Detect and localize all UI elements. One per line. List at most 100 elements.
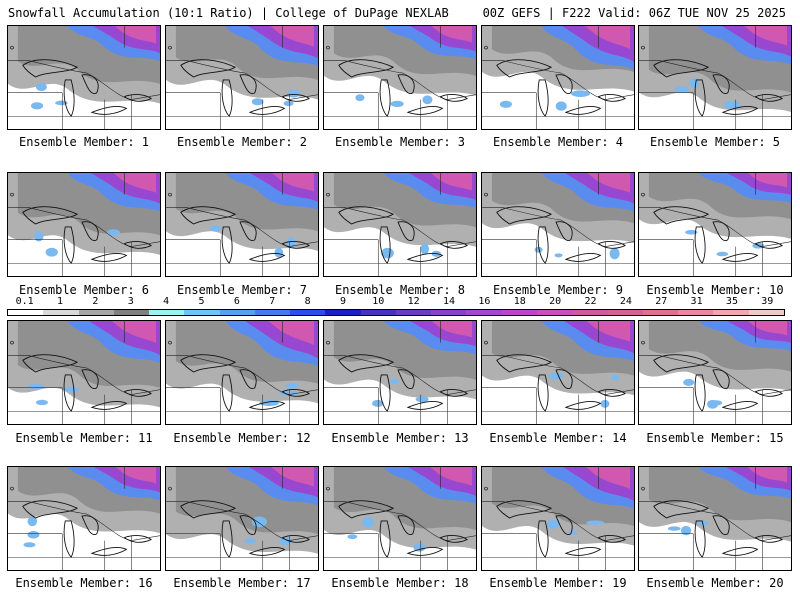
lake-superior-outline bbox=[496, 59, 553, 78]
lake-superior-outline bbox=[653, 354, 710, 373]
snow-blob bbox=[546, 519, 560, 529]
lake-michigan-outline bbox=[694, 226, 706, 265]
colorbar-label: 20 bbox=[549, 296, 562, 307]
lake-michigan-outline bbox=[379, 374, 391, 413]
lake-michigan-outline bbox=[379, 79, 391, 118]
star-icon bbox=[641, 192, 645, 197]
snow-blob bbox=[716, 251, 729, 257]
member-caption: Ensemble Member: 19 bbox=[489, 576, 627, 590]
lake-ontario-outline bbox=[123, 241, 152, 249]
snow-field-magenta bbox=[587, 173, 631, 193]
star-icon bbox=[484, 486, 488, 491]
colorbar-segment bbox=[254, 310, 291, 315]
member-caption: Ensemble Member: 8 bbox=[334, 283, 466, 297]
lake-huron-outline bbox=[397, 515, 415, 535]
ensemble-map-panel bbox=[7, 172, 161, 277]
member-caption: Ensemble Member: 10 bbox=[646, 283, 784, 297]
ensemble-map-panel bbox=[481, 466, 635, 571]
colorbar-segment bbox=[466, 310, 502, 315]
snow-blob bbox=[274, 247, 284, 258]
star-icon bbox=[326, 340, 330, 345]
lake-superior-outline bbox=[338, 59, 395, 78]
lake-superior-outline bbox=[653, 206, 710, 225]
state-borders bbox=[639, 239, 791, 276]
state-borders bbox=[482, 92, 634, 129]
lake-michigan-outline bbox=[221, 374, 233, 413]
star-icon bbox=[10, 45, 14, 50]
member-caption: Ensemble Member: 4 bbox=[492, 135, 624, 149]
colorbar-segment bbox=[431, 310, 467, 315]
lake-huron-outline bbox=[81, 515, 99, 535]
border-line bbox=[166, 355, 318, 395]
colorbar-segment bbox=[149, 310, 185, 315]
lake-superior-outline bbox=[180, 354, 237, 373]
lake-erie-outline bbox=[248, 105, 286, 115]
colorbar-segment bbox=[290, 310, 326, 315]
snow-field-magenta bbox=[113, 173, 157, 193]
colorbar-label: 7 bbox=[269, 296, 276, 307]
snow-blob bbox=[680, 525, 692, 536]
lake-ontario-outline bbox=[439, 535, 468, 543]
snowfall-map bbox=[639, 467, 791, 570]
snow-blob bbox=[35, 83, 47, 92]
colorbar-label: 2 bbox=[92, 296, 99, 307]
ensemble-map-panel bbox=[638, 25, 792, 130]
star-icon bbox=[326, 486, 330, 491]
lake-huron-outline bbox=[555, 74, 573, 94]
lake-superior-outline bbox=[496, 206, 553, 225]
snow-blob bbox=[251, 516, 267, 528]
lake-huron-outline bbox=[397, 74, 415, 94]
border-line bbox=[482, 60, 634, 100]
colorbar-label: 16 bbox=[478, 296, 491, 307]
lake-erie-outline bbox=[406, 400, 444, 410]
lake-superior-outline bbox=[653, 500, 710, 519]
snow-blob bbox=[372, 399, 384, 407]
lake-michigan-outline bbox=[221, 226, 233, 265]
member-caption: Ensemble Member: 5 bbox=[649, 135, 781, 149]
ensemble-map-panel bbox=[481, 25, 635, 130]
star-icon bbox=[484, 340, 488, 345]
snow-blob bbox=[413, 543, 426, 552]
lake-superior-outline bbox=[496, 500, 553, 519]
colorbar-label: 3 bbox=[127, 296, 134, 307]
colorbar-segment bbox=[78, 310, 114, 315]
lake-erie-outline bbox=[564, 546, 602, 556]
lake-erie-outline bbox=[721, 400, 759, 410]
snow-blob bbox=[586, 520, 605, 525]
snow-blob bbox=[554, 253, 563, 258]
lake-superior-outline bbox=[22, 59, 79, 78]
lake-huron-outline bbox=[397, 369, 415, 389]
border-line bbox=[166, 60, 318, 100]
lake-michigan-outline bbox=[694, 374, 706, 413]
snow-blob bbox=[362, 516, 374, 528]
lake-ontario-outline bbox=[597, 389, 626, 397]
ensemble-map-panel bbox=[323, 320, 477, 425]
lake-superior-outline bbox=[22, 500, 79, 519]
ensemble-map-panel bbox=[323, 25, 477, 130]
snowfall-map bbox=[324, 467, 476, 570]
colorbar-label: 18 bbox=[513, 296, 526, 307]
lake-huron-outline bbox=[712, 74, 730, 94]
snow-blob bbox=[548, 372, 564, 380]
lake-michigan-outline bbox=[694, 79, 706, 118]
snow-blob bbox=[27, 531, 40, 539]
border-line bbox=[166, 501, 318, 541]
colorbar-segment bbox=[219, 310, 255, 315]
ensemble-map-panel bbox=[638, 466, 792, 571]
snow-field-magenta bbox=[748, 173, 788, 188]
state-borders bbox=[639, 533, 791, 570]
lake-erie-outline bbox=[564, 105, 602, 115]
border-line bbox=[639, 207, 791, 247]
ensemble-map-panel bbox=[7, 466, 161, 571]
lake-michigan-outline bbox=[537, 520, 549, 559]
snow-field-magenta bbox=[430, 173, 473, 191]
state-borders bbox=[324, 533, 476, 570]
lake-michigan-outline bbox=[537, 79, 549, 118]
colorbar-label: 39 bbox=[761, 296, 774, 307]
colorbar-segment bbox=[748, 310, 784, 315]
star-icon bbox=[10, 340, 14, 345]
lake-ontario-outline bbox=[754, 241, 783, 249]
lake-superior-outline bbox=[180, 206, 237, 225]
lake-huron-outline bbox=[239, 74, 257, 94]
snow-blob bbox=[600, 399, 610, 408]
